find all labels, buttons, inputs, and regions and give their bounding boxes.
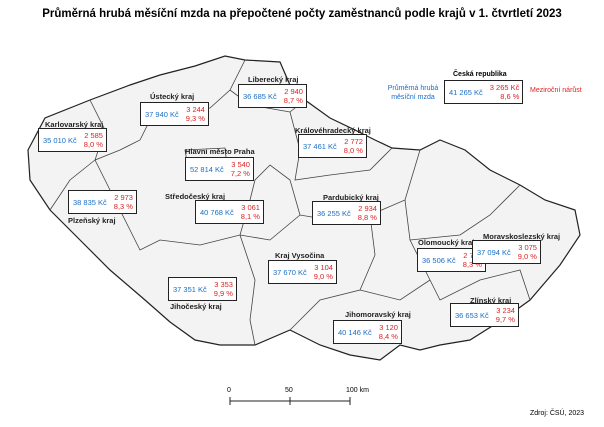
country-outline [27,55,581,361]
region-wage: 37 940 Kč [145,109,179,119]
region-increase: 2 973 [114,193,133,202]
region-wage: 36 506 Kč [422,255,456,265]
legend-wage-label: Průměrná hrubá měsíční mzda [387,85,439,101]
scale-tick: 0 [227,387,231,394]
region-increase: 3 120 [379,323,398,332]
region-name: Moravskoslezský kraj [483,232,561,241]
region-box: 40 146 Kč 3 120 8,4 % [333,320,402,344]
region-percent: 9,7 % [495,315,515,324]
region-percent: 8,4 % [378,332,398,341]
scale-tick: 50 [285,387,293,394]
region-increase: 3 104 [314,263,333,272]
region-wage: 36 653 Kč [455,310,489,320]
region-percent: 8,0 % [343,146,363,155]
region-box: 37 940 Kč 3 244 9,3 % [140,102,209,126]
region-change: 3 075 9,0 % [515,243,540,261]
region-box: 37 670 Kč 3 104 9,0 % [268,260,337,284]
region-box: 38 835 Kč 2 973 8,3 % [68,190,137,214]
region-wage: 36 685 Kč [243,91,277,101]
region-name: Olomoucký kraj [418,238,475,247]
region-box: 37 461 Kč 2 772 8,0 % [298,134,367,158]
region-name: Jihomoravský kraj [345,310,411,319]
title: Průměrná hrubá měsíční mzda na přepočten… [42,8,562,20]
region-name: Plzeňský kraj [68,216,116,225]
region-increase: 2 934 [358,204,377,213]
region-change: 2 940 8,7 % [281,87,306,105]
scale-tick: 100 km [346,387,369,394]
region-name: Ústecký kraj [150,92,195,101]
region-name: Karlovarský kraj [45,120,104,129]
legend-increase-label: Meziroční nárůst [530,87,582,94]
region-name: Kraj Vysočina [275,251,325,260]
region-box: 36 685 Kč 2 940 8,7 % [238,84,307,108]
region-increase: 2 772 [344,137,363,146]
region-increase: 2 585 [84,131,103,140]
region-name: Hlavní město Praha [185,147,255,156]
region-percent: 8,0 % [83,140,103,149]
region-wage: 52 814 Kč [190,164,224,174]
region-change: 2 973 8,3 % [111,193,136,211]
region-wage: 40 146 Kč [338,327,372,337]
region-increase: 3 244 [186,105,205,114]
region-wage: 37 461 Kč [303,141,337,151]
region-change: 2 772 8,0 % [341,137,366,155]
region-name: Zlínský kraj [470,296,512,305]
region-name: Jihočeský kraj [170,302,222,311]
region-change: 3 234 9,7 % [493,306,518,324]
region-box: 52 814 Kč 3 540 7,2 % [185,157,254,181]
region-wage: 38 835 Kč [73,197,107,207]
region-percent: 8,7 % [283,96,303,105]
region-increase: 3 540 [231,160,250,169]
legend-increase: 3 265 Kč [489,83,520,92]
legend-wage: 41 265 Kč [449,87,483,97]
region-name: Pardubický kraj [323,193,379,202]
region-change: 3 061 8,1 % [238,203,263,221]
region-percent: 8,3 % [113,202,133,211]
region-box: 37 351 Kč 3 353 9,9 % [168,277,237,301]
region-name: Středočeský kraj [165,192,226,201]
region-wage: 40 768 Kč [200,207,234,217]
region-wage: 37 094 Kč [477,247,511,257]
region-box: 37 094 Kč 3 075 9,0 % [472,240,541,264]
region-percent: 9,3 % [185,114,205,123]
region-change: 3 244 9,3 % [183,105,208,123]
region-change: 3 540 7,2 % [228,160,253,178]
region-change: 3 104 9,0 % [311,263,336,281]
region-increase: 3 234 [496,306,515,315]
region-percent: 9,0 % [517,252,537,261]
region-change: 2 934 8,8 % [355,204,380,222]
legend-percent: 8,6 % [500,92,520,101]
region-increase: 3 353 [214,280,233,289]
region-increase: 3 061 [241,203,260,212]
region-wage: 36 255 Kč [317,208,351,218]
region-wage: 35 010 Kč [43,135,77,145]
legend-title: Česká republika [453,71,507,78]
region-box: 40 768 Kč 3 061 8,1 % [195,200,264,224]
region-percent: 8,1 % [240,212,260,221]
region-percent: 8,8 % [357,213,377,222]
region-change: 2 585 8,0 % [81,131,106,149]
region-box: 36 653 Kč 3 234 9,7 % [450,303,519,327]
region-change: 3 353 9,9 % [211,280,236,298]
region-increase: 3 075 [518,243,537,252]
region-change: 3 120 8,4 % [376,323,401,341]
legend-box: 41 265 Kč 3 265 Kč 8,6 % [444,80,524,104]
source: Zdroj: ČSÚ, 2023 [530,410,585,417]
region-wage: 37 670 Kč [273,267,307,277]
region-name: Liberecký kraj [248,75,299,84]
region-percent: 9,0 % [313,272,333,281]
region-name: Královéhradecký kraj [295,126,371,135]
region-box: 35 010 Kč 2 585 8,0 % [38,128,107,152]
scale-bar [229,397,351,405]
region-wage: 37 351 Kč [173,284,207,294]
region-increase: 2 940 [284,87,303,96]
region-box: 36 255 Kč 2 934 8,8 % [312,201,381,225]
region-percent: 8,3 % [462,260,482,269]
region-percent: 9,9 % [213,289,233,298]
region-percent: 7,2 % [230,169,250,178]
